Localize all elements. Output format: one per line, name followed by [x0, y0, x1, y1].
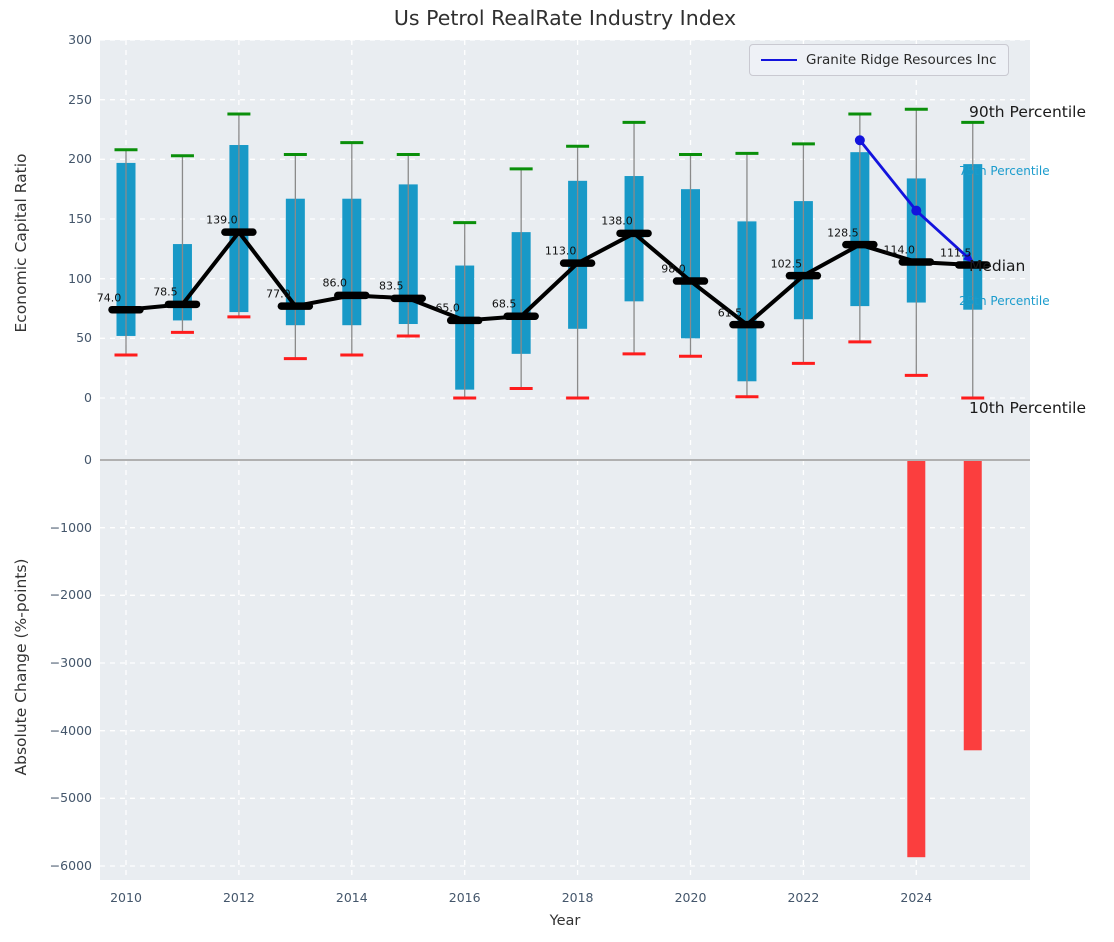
median-value-label: 83.5 — [379, 280, 404, 293]
x-tick-label: 2022 — [773, 889, 833, 907]
x-axis-label: Year — [100, 913, 1030, 929]
figure-root: Us Petrol RealRate Industry Index Econom… — [0, 0, 1114, 942]
x-tick-label: 2012 — [209, 889, 269, 907]
median-value-label: 61.5 — [718, 306, 743, 319]
median-value-label: 114.0 — [884, 243, 916, 256]
median-value-label: 111.5 — [940, 246, 972, 259]
annotation-25th-percentile: 25th Percentile — [959, 294, 1050, 308]
bottom-y-tick-label: −6000 — [0, 857, 92, 875]
legend-label: Granite Ridge Resources Inc — [806, 52, 997, 68]
median-value-label: 128.5 — [827, 226, 859, 239]
median-value-label: 68.5 — [492, 298, 517, 311]
annotation-median: Median — [969, 257, 1025, 275]
bottom-y-tick-label: −2000 — [0, 586, 92, 604]
x-tick-label: 2016 — [435, 889, 495, 907]
x-tick-label: 2014 — [322, 889, 382, 907]
median-value-label: 139.0 — [206, 214, 238, 227]
company-point — [911, 206, 921, 216]
x-tick-label: 2010 — [96, 889, 156, 907]
x-tick-label: 2018 — [548, 889, 608, 907]
chart-title: Us Petrol RealRate Industry Index — [100, 6, 1030, 30]
top-y-tick-label: 200 — [0, 150, 92, 168]
top-y-tick-label: 250 — [0, 91, 92, 109]
top-y-tick-label: 300 — [0, 31, 92, 49]
top-y-tick-label: 50 — [0, 329, 92, 347]
top-y-tick-label: 150 — [0, 210, 92, 228]
negative-change-bar — [964, 460, 982, 750]
plot-canvas — [0, 0, 1114, 942]
bottom-y-tick-label: −5000 — [0, 789, 92, 807]
median-value-label: 86.0 — [323, 277, 348, 290]
top-y-tick-label: 100 — [0, 270, 92, 288]
negative-change-bar — [907, 460, 925, 857]
bottom-y-tick-label: 0 — [0, 451, 92, 469]
legend: Granite Ridge Resources Inc — [749, 44, 1009, 76]
bottom-y-tick-label: −3000 — [0, 654, 92, 672]
median-value-label: 98.0 — [661, 263, 686, 276]
median-value-label: 138.0 — [601, 215, 633, 228]
median-value-label: 65.0 — [435, 302, 460, 315]
x-tick-label: 2020 — [661, 889, 721, 907]
median-value-label: 74.0 — [97, 291, 122, 304]
x-tick-label: 2024 — [886, 889, 946, 907]
top-y-tick-label: 0 — [0, 389, 92, 407]
median-value-label: 113.0 — [545, 245, 577, 258]
annotation-75th-percentile: 75th Percentile — [959, 164, 1050, 178]
median-value-label: 78.5 — [153, 286, 178, 299]
annotation-90th-percentile: 90th Percentile — [969, 103, 1086, 121]
company-point — [855, 135, 865, 145]
top-y-axis-label: Economic Capital Ratio — [12, 153, 30, 332]
legend-line-swatch — [761, 59, 797, 61]
median-value-label: 77.0 — [266, 288, 291, 301]
median-value-label: 102.5 — [771, 257, 803, 270]
bottom-y-tick-label: −4000 — [0, 722, 92, 740]
annotation-10th-percentile: 10th Percentile — [969, 399, 1086, 417]
bottom-y-tick-label: −1000 — [0, 519, 92, 537]
